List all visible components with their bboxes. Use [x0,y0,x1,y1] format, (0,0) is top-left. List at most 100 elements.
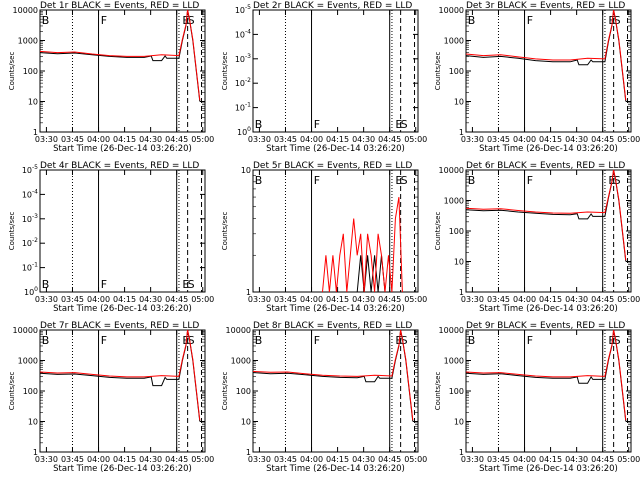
subplot-title: Det 5r BLACK = Events, RED = LLD [253,161,412,171]
x-tick-label: 04:45 [378,135,401,144]
x-tick-label: 04:15 [113,135,136,144]
marker-B: B [255,118,263,131]
y-tick-label: 1000 [444,357,464,366]
y-tick-label: 100 [237,126,251,137]
y-tick-label: 100 [236,387,251,396]
x-tick-label: 04:00 [87,135,110,144]
marker-S: S [188,14,195,27]
y-axis-label: Counts/sec [221,212,229,251]
x-tick-label: 04:15 [326,455,349,464]
y-axis-label: Counts/sec [8,372,16,411]
x-tick-label: 04:30 [139,135,162,144]
marker-E: E [395,118,402,131]
y-axis-label: Counts/sec [221,52,229,91]
y-tick-label: 10-4 [22,188,38,199]
plot-frame [39,9,206,133]
x-tick-label: 03:30 [35,295,58,304]
x-axis-label: Start Time (26-Dec-14 03:26:20) [53,304,192,314]
subplot-title: Det 1r BLACK = Events, RED = LLD [40,1,199,11]
y-axis-label: Counts/sec [8,52,16,91]
subplot-det-1: Det 1r BLACK = Events, RED = LLD 1 10 100 10… [8,1,214,154]
x-tick-label: 05:00 [617,135,640,144]
series-lld-line [39,9,201,101]
marker-B: B [255,334,263,347]
x-tick-label: 04:00 [513,295,536,304]
x-axis-label: Start Time (26-Dec-14 03:26:20) [479,304,618,314]
y-tick-label: 10000 [226,326,251,335]
x-axis-label: Start Time (26-Dec-14 03:26:20) [479,464,618,474]
x-tick-label: 03:30 [461,455,484,464]
x-tick-label: 04:30 [565,135,588,144]
y-tick-label: 10 [241,166,251,175]
marker-S: S [401,118,408,131]
x-tick-label: 04:00 [300,295,323,304]
x-tick-label: 05:00 [404,135,427,144]
x-tick-label: 03:30 [461,295,484,304]
marker-S: S [188,334,195,347]
x-tick-label: 03:45 [487,295,510,304]
subplot-det-4: Det 4r BLACK = Events, RED = LLD 100 10-1 1… [8,161,214,314]
x-tick-label: 03:45 [274,135,297,144]
x-tick-label: 04:00 [87,455,110,464]
x-tick-label: 05:00 [617,295,640,304]
y-axis-label: Counts/sec [8,212,16,251]
x-tick-label: 04:00 [87,295,110,304]
subplot-det-3: Det 3r BLACK = Events, RED = LLD 1 10 100 10… [434,1,640,154]
x-tick-label: 03:45 [487,135,510,144]
y-axis-label: Counts/sec [434,52,442,91]
subplot-title: Det 4r BLACK = Events, RED = LLD [40,161,199,171]
y-tick-label: 100 [449,227,464,236]
marker-S: S [188,278,195,291]
x-axis-label: Start Time (26-Dec-14 03:26:20) [53,144,192,154]
y-axis-label: Counts/sec [221,372,229,411]
y-axis-label: Counts/sec [434,212,442,251]
series-events-line [465,169,627,262]
subplot-title: Det 2r BLACK = Events, RED = LLD [253,1,412,11]
y-tick-label: 1 [459,128,464,137]
subplot-det-2: Det 2r BLACK = Events, RED = LLD 100 10-1 1… [221,1,427,154]
marker-F: F [527,14,533,27]
y-tick-label: 10-3 [235,53,251,64]
marker-S: S [401,174,408,187]
series-lld-line [39,329,201,421]
x-tick-label: 03:45 [274,295,297,304]
marker-E: E [395,174,402,187]
x-tick-label: 04:45 [591,135,614,144]
subplot-title: Det 7r BLACK = Events, RED = LLD [40,321,199,331]
x-tick-label: 04:00 [513,135,536,144]
y-tick-label: 100 [23,387,38,396]
y-tick-label: 1000 [444,37,464,46]
marker-S: S [614,174,621,187]
x-tick-label: 03:45 [274,455,297,464]
plot-frame [252,169,419,293]
x-tick-label: 04:30 [352,135,375,144]
x-tick-label: 03:45 [487,455,510,464]
subplot-title: Det 8r BLACK = Events, RED = LLD [253,321,412,331]
marker-B: B [468,14,476,27]
y-tick-label: 1 [459,288,464,297]
x-tick-label: 05:00 [617,455,640,464]
x-tick-label: 04:30 [565,295,588,304]
marker-B: B [42,14,50,27]
x-tick-label: 04:45 [165,295,188,304]
subplot-title: Det 9r BLACK = Events, RED = LLD [466,321,625,331]
y-tick-label: 10000 [439,326,464,335]
x-tick-label: 03:45 [61,295,84,304]
subplot-det-9: Det 9r BLACK = Events, RED = LLD 1 10 100 10… [434,321,640,474]
x-tick-label: 04:00 [513,455,536,464]
marker-B: B [468,174,476,187]
x-tick-label: 03:30 [35,455,58,464]
y-tick-label: 10-2 [235,77,251,88]
x-tick-label: 04:30 [352,295,375,304]
y-tick-label: 10 [241,418,251,427]
x-axis-label: Start Time (26-Dec-14 03:26:20) [53,464,192,474]
x-tick-label: 04:15 [113,295,136,304]
x-axis-label: Start Time (26-Dec-14 03:26:20) [479,144,618,154]
x-tick-label: 04:45 [165,135,188,144]
x-tick-label: 03:30 [35,135,58,144]
marker-S: S [401,334,408,347]
x-tick-label: 03:45 [61,135,84,144]
marker-E: E [182,278,189,291]
y-tick-label: 1000 [444,197,464,206]
